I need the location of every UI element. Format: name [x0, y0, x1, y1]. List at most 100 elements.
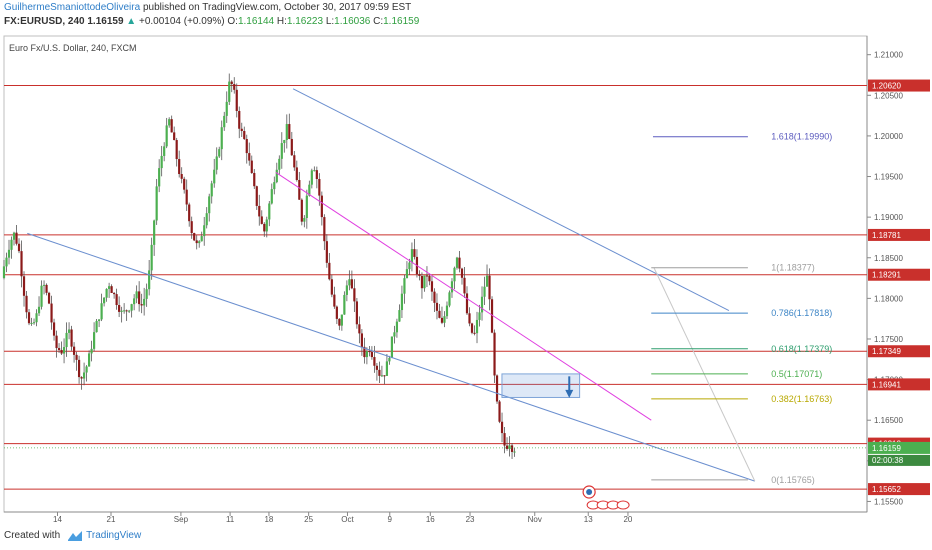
candle	[15, 225, 18, 246]
low-label: L:	[325, 16, 335, 27]
candle	[165, 117, 168, 149]
candle	[92, 322, 96, 352]
candle-body	[110, 286, 113, 293]
candle-body	[460, 268, 464, 278]
fib-label: 1.618(1.19990)	[771, 132, 832, 142]
candle-body	[223, 115, 226, 128]
level-tag-bg	[868, 345, 930, 358]
candle-body	[25, 295, 28, 313]
candle-body	[403, 278, 406, 294]
fib-level: 0.5(1.17071)	[651, 369, 822, 379]
y-tick-label: 1.17500	[874, 335, 903, 344]
candle	[270, 183, 273, 205]
fib-level: 0.618(1.17379)	[651, 344, 832, 354]
candle	[77, 355, 81, 384]
candle	[323, 214, 326, 251]
candle	[295, 160, 298, 182]
x-tick-label: 14	[53, 515, 62, 524]
candle	[243, 126, 246, 141]
candle-body	[168, 119, 171, 126]
candle-body	[65, 332, 68, 348]
candle-body	[230, 81, 233, 85]
candle-body	[328, 262, 331, 280]
candle	[315, 166, 318, 189]
candle	[240, 122, 243, 137]
fib-label: 0.5(1.17071)	[771, 369, 822, 379]
candle-body	[390, 336, 394, 358]
candle-body	[498, 401, 501, 422]
candle	[62, 338, 66, 364]
author-link[interactable]: GuilhermeSmaniottodeOliveira	[4, 2, 141, 13]
candle	[98, 319, 101, 328]
candle	[320, 191, 323, 226]
level-tag-label: 1.18781	[872, 231, 901, 240]
countdown-tag-label: 02:00:38	[872, 456, 904, 465]
candle	[343, 291, 346, 315]
candle	[175, 137, 178, 167]
candle	[155, 178, 158, 225]
candle-body	[82, 372, 86, 379]
event-marker-dot-icon	[586, 489, 593, 495]
candle-body	[453, 267, 456, 282]
candle-body	[480, 296, 484, 313]
candle-body	[423, 275, 426, 289]
candle	[483, 276, 486, 305]
high-value: 1.16223	[286, 16, 324, 27]
fib-label: 0.786(1.17818)	[771, 308, 832, 318]
close-label: C:	[373, 16, 384, 27]
candle	[290, 131, 293, 156]
candle	[265, 216, 268, 238]
candle-body	[458, 257, 461, 269]
candle	[100, 293, 103, 322]
candle-body	[310, 170, 313, 185]
candle	[488, 268, 491, 311]
candle-body	[52, 322, 56, 336]
candle-body	[495, 375, 499, 402]
candle-body	[508, 445, 511, 449]
candle-body	[418, 274, 421, 276]
high-label: H:	[276, 16, 287, 27]
tradingview-brand[interactable]: TradingView	[86, 530, 142, 541]
candle-body	[100, 303, 103, 320]
published-text: published on TradingView.com, October 30…	[142, 2, 412, 13]
candle-body	[10, 239, 13, 250]
fib-level: 0.786(1.17818)	[651, 308, 832, 318]
candle	[105, 288, 108, 302]
candle-body	[138, 291, 141, 305]
candle	[450, 278, 454, 298]
candle	[373, 345, 376, 373]
candle-body	[408, 262, 411, 270]
candle	[345, 280, 348, 302]
candle-body	[42, 284, 46, 286]
candle	[293, 151, 296, 171]
candle-body	[85, 366, 88, 373]
candle-body	[57, 348, 61, 350]
candle	[178, 150, 181, 178]
candle-body	[465, 293, 469, 314]
candle-body	[303, 218, 306, 222]
candle	[495, 374, 499, 404]
candle-body	[90, 348, 93, 354]
candle	[475, 311, 479, 344]
candle-body	[500, 421, 504, 434]
price-change: +0.00104 (+0.09%)	[138, 16, 225, 27]
candle	[458, 250, 461, 273]
candle	[245, 134, 248, 164]
candle-body	[455, 257, 459, 268]
level-price-tag: 1.18291	[868, 268, 930, 281]
candle-body	[433, 291, 436, 303]
candle-body	[135, 291, 138, 299]
lower-channel-line	[27, 232, 755, 482]
candle-body	[215, 156, 218, 170]
candle	[52, 318, 56, 341]
candle	[258, 194, 261, 226]
open-label: O:	[227, 16, 238, 27]
candle-body	[513, 451, 516, 453]
candle	[493, 329, 496, 384]
candle-body	[238, 110, 241, 129]
candle-body	[350, 279, 353, 289]
candle	[443, 311, 446, 328]
candle-body	[253, 172, 256, 187]
candle-body	[95, 320, 98, 333]
